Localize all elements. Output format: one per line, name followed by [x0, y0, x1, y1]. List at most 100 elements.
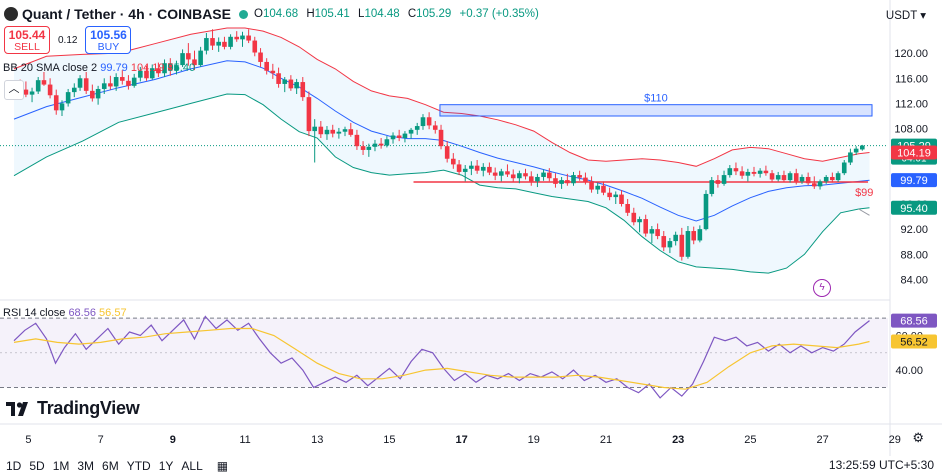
rsi-band-fill — [0, 318, 888, 388]
candle-body — [649, 229, 655, 234]
candle-body — [517, 173, 522, 179]
candle-body — [469, 165, 474, 169]
candle-body — [138, 70, 143, 78]
rsi-label-text: 68.56 — [900, 316, 928, 328]
time-axis-tick: 17 — [455, 434, 467, 446]
time-axis-tick: 23 — [672, 434, 684, 446]
close-value: 105.29 — [416, 8, 452, 20]
candle-body — [29, 91, 35, 95]
tradingview-logo-icon — [6, 401, 28, 416]
price-axis-tick: 88.00 — [900, 249, 928, 261]
candle-body — [667, 241, 673, 248]
timeframe-1m[interactable]: 1M — [52, 459, 70, 473]
timeframe-ytd[interactable]: YTD — [126, 459, 151, 473]
candle-body — [240, 35, 245, 40]
candle-body — [757, 170, 763, 174]
buy-button[interactable]: 105.56 BUY — [85, 26, 132, 54]
candle-body — [559, 180, 564, 184]
sell-button[interactable]: 105.44 SELL — [4, 26, 50, 54]
candle-body — [162, 63, 167, 74]
high-value: 105.41 — [314, 8, 350, 20]
candle-body — [41, 80, 47, 85]
rsi-legend[interactable]: RSI 14 close 68.56 56.57 — [3, 307, 127, 319]
candle-body — [324, 129, 330, 135]
candle-body — [378, 143, 384, 146]
currency-selector[interactable]: USDT ▾ — [885, 10, 926, 22]
time-axis-tick: 15 — [383, 434, 395, 446]
candle-body — [619, 194, 624, 204]
candle-body — [204, 38, 209, 51]
calendar-icon[interactable]: ▦ — [216, 459, 229, 473]
timeframe-6m[interactable]: 6M — [102, 459, 119, 473]
candle-body — [631, 212, 637, 223]
timeframe-3m[interactable]: 3M — [77, 459, 95, 473]
candle-body — [113, 77, 119, 87]
candle-body — [553, 178, 558, 184]
candle-body — [595, 185, 600, 190]
candle-body — [306, 97, 312, 132]
candle-body — [174, 65, 179, 71]
candle-body — [294, 82, 299, 89]
candle-body — [637, 219, 642, 223]
settings-gear-icon[interactable]: ⚙ — [912, 430, 924, 445]
rsi-label-box — [891, 334, 937, 349]
candle-body — [577, 175, 582, 178]
candle-body — [198, 50, 203, 66]
chart-header: Quant / Tether · 4h · COINBASE O104.68 H… — [0, 0, 544, 28]
candle-body — [252, 40, 258, 53]
timeframe-1d[interactable]: 1D — [6, 459, 22, 473]
candle-body — [23, 89, 29, 95]
bb-legend[interactable]: BB 20 SMA close 2 99.79 104.19 95.40 — [3, 62, 195, 74]
candle-body — [53, 95, 59, 111]
candle-body — [47, 84, 53, 96]
timeframe-all[interactable]: ALL — [181, 459, 203, 473]
candle-body — [655, 229, 660, 237]
candle-body — [90, 90, 95, 99]
candle-body — [823, 176, 829, 182]
candle-body — [547, 172, 552, 179]
candle-body — [456, 164, 462, 172]
candle-body — [848, 152, 853, 163]
timeframe-1y[interactable]: 1Y — [158, 459, 174, 473]
candle-body — [727, 168, 733, 176]
candle-body — [354, 134, 360, 147]
rsi-label-box — [891, 313, 937, 328]
bb-lower-extension — [858, 208, 870, 216]
candle-body — [384, 139, 390, 146]
candle-body — [733, 168, 739, 172]
candle-body — [348, 129, 354, 135]
candle-body — [805, 176, 811, 184]
candle-body — [685, 231, 691, 257]
time-axis-tick: 27 — [816, 434, 828, 446]
candle-body — [276, 73, 281, 84]
candle-body — [330, 129, 336, 134]
open-value: 104.68 — [262, 8, 299, 20]
candle-body — [318, 126, 324, 135]
lightning-icon[interactable]: ϟ — [813, 279, 831, 297]
rsi-axis-tick: 40.00 — [895, 365, 923, 377]
candle-body — [835, 173, 841, 181]
tradingview-wordmark: TradingView — [37, 398, 140, 418]
candle-body — [366, 146, 372, 150]
candle-body — [751, 171, 757, 174]
time-axis-tick: 7 — [98, 434, 104, 446]
candle-body — [438, 129, 444, 147]
tradingview-logo: TradingView — [6, 398, 140, 419]
symbol-title[interactable]: Quant / Tether · 4h · COINBASE — [22, 6, 231, 22]
quant-logo-icon — [4, 7, 18, 21]
timeframe-5d[interactable]: 5D — [29, 459, 45, 473]
candle-body — [149, 68, 155, 79]
price-axis-tick: 112.00 — [895, 98, 928, 110]
bb-legend-name: BB 20 SMA close 2 — [3, 62, 98, 74]
candle-body — [312, 126, 317, 132]
chevron-up-icon[interactable]: ︿ — [4, 80, 24, 100]
candle-body — [571, 175, 576, 184]
market-status-icon — [238, 9, 248, 19]
candle-body — [474, 165, 480, 171]
candle-body — [661, 236, 667, 248]
candle-body — [71, 87, 77, 93]
candle-body — [841, 162, 847, 174]
candle-body — [775, 175, 781, 180]
timeframe-bar: 1D 5D 1M 3M 6M YTD 1Y ALL ▦ — [0, 456, 942, 476]
